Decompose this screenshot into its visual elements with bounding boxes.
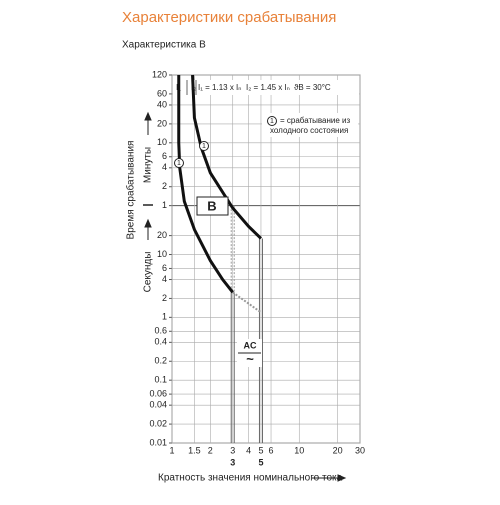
- characteristic-label: B: [207, 198, 216, 213]
- y-tick-label: 0.1: [154, 375, 167, 385]
- y-tick-label: 1: [162, 312, 167, 322]
- note-circle: [267, 116, 277, 126]
- header-box: [173, 80, 359, 95]
- y-tick-label: 120: [152, 69, 167, 79]
- y-tick-label: 0.01: [149, 437, 167, 447]
- chart-subtitle: Характеристика B: [122, 40, 206, 51]
- cold-marker: [199, 141, 209, 151]
- instant-label: 3: [230, 457, 235, 467]
- dashed-curve: [232, 291, 262, 314]
- y-tick-label: 6: [162, 151, 167, 161]
- y-axis-label: Время срабатывания: [125, 141, 137, 240]
- y-tick-label: 0.4: [154, 337, 167, 347]
- y-tick-label: 2: [162, 181, 167, 191]
- x-tick-label: 6: [269, 445, 274, 455]
- x-tick-label: 5: [258, 445, 263, 455]
- x-tick-label: 30: [355, 445, 365, 455]
- y-tick-label: 4: [162, 162, 167, 172]
- upper-curve: [191, 74, 263, 240]
- y-axis-seconds: Секунды: [143, 252, 154, 293]
- x-tick-label: 3: [230, 445, 235, 455]
- ac-label: AC: [244, 340, 257, 350]
- header-text: I₂ = 1.45 x Iₙ: [246, 83, 290, 92]
- y-tick-label: 0.02: [149, 418, 167, 428]
- y-tick-label: 20: [157, 230, 167, 240]
- header-text: ϑB = 30°C: [294, 83, 331, 92]
- y-axis-minutes: Минуты: [143, 147, 154, 183]
- y-tick-label: 0.6: [154, 326, 167, 336]
- x-tick-label: 10: [294, 445, 304, 455]
- y-tick-label: 1: [162, 200, 167, 210]
- chart-title: Характеристики срабатывания: [122, 9, 336, 26]
- x-tick-label: 4: [246, 445, 251, 455]
- characteristic-box: [196, 196, 229, 216]
- x-axis-label: Кратность значения номинального тока: [158, 473, 343, 484]
- y-tick-label: 10: [157, 137, 167, 147]
- y-tick-label: 40: [157, 99, 167, 109]
- x-tick-label: 1: [169, 445, 174, 455]
- cold-marker-label: 1: [177, 160, 181, 167]
- y-tick-label: 6: [162, 263, 167, 273]
- ac-symbol: ~: [246, 351, 254, 366]
- cold-marker: [174, 158, 184, 168]
- x-tick-label: 1.5: [188, 445, 201, 455]
- y-tick-label: 4: [162, 274, 167, 284]
- y-tick-label: 0.04: [149, 400, 167, 410]
- y-tick-label: 10: [157, 249, 167, 259]
- note-symbol: 1: [270, 118, 274, 125]
- lower-curve: [177, 75, 234, 294]
- x-tick-label: 20: [333, 445, 343, 455]
- y-tick-label: 20: [157, 118, 167, 128]
- axis-arrows: [143, 111, 347, 482]
- instant-label: 5: [258, 457, 263, 467]
- note-text: холодного состояния: [270, 126, 348, 135]
- header-text: I₁ = 1.13 x Iₙ: [198, 83, 241, 92]
- note-box: [262, 113, 358, 137]
- cold-marker-label: 1: [202, 143, 206, 150]
- y-tick-label: 0.06: [149, 388, 167, 398]
- x-tick-label: 2: [208, 445, 213, 455]
- y-tick-label: 2: [162, 293, 167, 303]
- note-text: = срабатывание из: [280, 116, 351, 125]
- y-tick-label: 60: [157, 88, 167, 98]
- y-tick-label: 0.2: [154, 356, 167, 366]
